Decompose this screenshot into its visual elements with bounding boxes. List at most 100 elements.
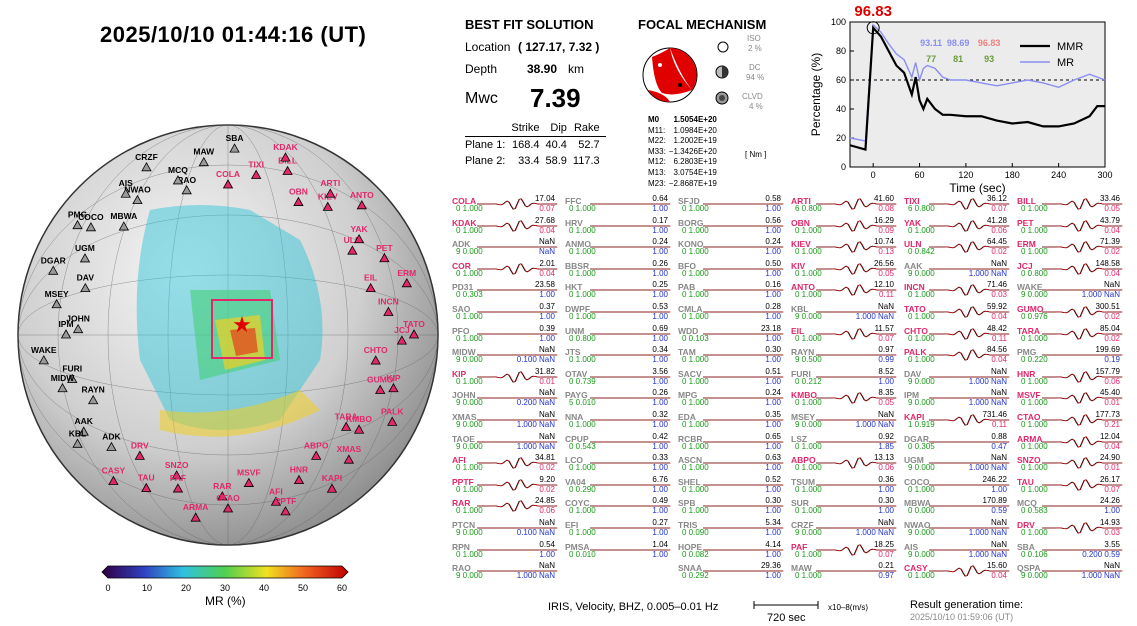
station-amplitude: 0.54	[539, 539, 555, 549]
station-name: LSZ	[791, 433, 808, 444]
station-mr: 0.04	[539, 268, 555, 278]
station-waveform: RAO NaN 9 0.000 1.000 NaN	[452, 561, 558, 587]
station-waveform: KIP 31.82 0 1.000 0.01	[452, 367, 558, 393]
moment-row: M22: 1.2002E+19	[648, 136, 720, 147]
station-label: TAU	[138, 473, 155, 483]
station-waveform: EIL 11.57 0 1.000 0.07	[791, 324, 897, 350]
station-waveform: SUR 0.30 0 1.000 1.00	[791, 496, 897, 522]
station-cc: 0 0.543	[569, 441, 596, 451]
station-mr: 1.00	[652, 225, 668, 235]
station-mr: 1.00	[765, 398, 781, 408]
waveform-trace	[590, 354, 671, 356]
station-amplitude: 0.69	[652, 323, 668, 333]
station-waveform: WAKE NaN 9 0.000 1.000 NaN	[1017, 280, 1123, 306]
station-amplitude: 0.56	[765, 215, 781, 225]
station-amplitude: 0.28	[765, 302, 781, 311]
station-amplitude: 0.42	[652, 431, 668, 441]
station-cc: 0 1.000	[682, 398, 709, 408]
waveform-trace	[929, 397, 1010, 399]
station-amplitude: 0.50	[765, 258, 781, 268]
station-amplitude: 300.51	[1095, 302, 1120, 311]
station-label: CTAO	[216, 493, 240, 503]
station-amplitude: 1.04	[652, 539, 668, 549]
waveform-trace	[816, 543, 897, 556]
station-label: ULN	[344, 235, 361, 245]
station-mr: 0.03	[991, 290, 1007, 300]
station-cc: 0 1.000	[1021, 247, 1048, 257]
station-mr: 0.05	[878, 398, 894, 408]
station-label: HNR	[290, 465, 308, 475]
station-mr: 1.00	[652, 420, 668, 429]
station-name: KMBO	[791, 390, 817, 401]
station-name: SPB	[678, 498, 696, 509]
station-label: ARMA	[183, 502, 209, 512]
x-tick-label: 240	[1051, 170, 1066, 180]
station-name: JTS	[565, 347, 581, 358]
station-waveform: PD31 23.58 0 0.303 1.00	[452, 280, 558, 306]
station-cc: 0 1.000	[456, 333, 483, 343]
station-triangle-icon	[401, 277, 412, 288]
waveform-trace	[703, 333, 784, 334]
station-cc: 0 1.000	[569, 290, 596, 300]
station-amplitude: 0.24	[765, 388, 781, 398]
station-mr: 0.02	[539, 463, 555, 473]
station-mr: 1.00	[652, 398, 668, 408]
depth-label: Depth	[465, 62, 498, 76]
station-label: RAYN	[82, 385, 105, 395]
station-triangle-icon	[326, 483, 338, 493]
station-name: HRV	[565, 217, 583, 228]
waveform-trace	[1042, 505, 1123, 507]
station-waveform: NWAO NaN 9 0.000 1.000 NaN	[904, 518, 1010, 544]
station-waveform: CRZF NaN 9 0.000 1.000 NaN	[791, 518, 897, 544]
station-cc: 0 1.000	[908, 312, 935, 321]
station-cc: 0 1.000	[682, 312, 709, 321]
station-triangle-icon	[293, 196, 304, 206]
station-amplitude: 24.26	[1099, 496, 1120, 506]
waveform-trace	[1042, 354, 1123, 356]
station-label: XMAS	[337, 444, 362, 454]
station-cc: 6 0.800	[795, 204, 822, 213]
station-label: MBWA	[110, 211, 137, 221]
station-label: AFI	[269, 486, 283, 496]
station-name: RAYN	[791, 347, 815, 358]
station-cc: 0 1.000	[795, 290, 822, 300]
waveform-trace	[703, 570, 784, 572]
station-waveform: DAV NaN 9 0.000 1.000 NaN	[904, 366, 1010, 393]
station-mr: 1.000 NaN	[855, 312, 894, 321]
station-waveform: PPTF 9.20 0 1.000 0.02	[452, 475, 558, 501]
station-amplitude: 0.17	[652, 215, 668, 225]
station-cc: 0 0.010	[569, 549, 596, 559]
station-name: JOHN	[452, 390, 476, 401]
station-amplitude: 199.69	[1095, 345, 1120, 355]
station-mr: 1.00	[765, 420, 781, 429]
station-mr: 1.00	[765, 549, 781, 559]
time-scale-label: 720 sec	[767, 612, 806, 624]
station-name: MIDW	[452, 347, 476, 358]
station-amplitude: 48.42	[986, 323, 1007, 333]
station-amplitude: NaN	[990, 366, 1007, 376]
header-rake: Rake	[573, 122, 600, 134]
iso-label: ISO	[747, 34, 761, 43]
depth-value: 38.90	[527, 62, 558, 76]
station-triangle-icon	[408, 329, 420, 339]
station-name: SACV	[678, 368, 702, 379]
station-cc: 9 0.000	[456, 247, 483, 257]
station-waveform: WDD 23.18 0 0.103 1.00	[678, 324, 784, 350]
station-cc: 0 1.000	[456, 484, 483, 494]
waveform-trace	[929, 549, 1010, 550]
station-label: AAK	[75, 416, 94, 426]
station-mr: 1.00	[652, 528, 668, 537]
station-mr: 1.00	[991, 484, 1007, 494]
station-mr: 0.09	[878, 225, 894, 235]
station-name: ANTO	[791, 282, 815, 293]
station-name: TAOE	[452, 433, 475, 444]
colorbar-tick: 50	[298, 583, 308, 593]
station-amplitude: 0.97	[878, 345, 894, 355]
station-label: JCJ	[394, 325, 410, 335]
station-label: TIXI	[248, 159, 264, 169]
waveform-trace	[477, 289, 558, 291]
waveform-trace	[590, 462, 671, 464]
station-name: PD31	[452, 282, 474, 293]
colorbar-tick: 40	[259, 583, 269, 593]
station-name: NWAO	[904, 520, 931, 530]
